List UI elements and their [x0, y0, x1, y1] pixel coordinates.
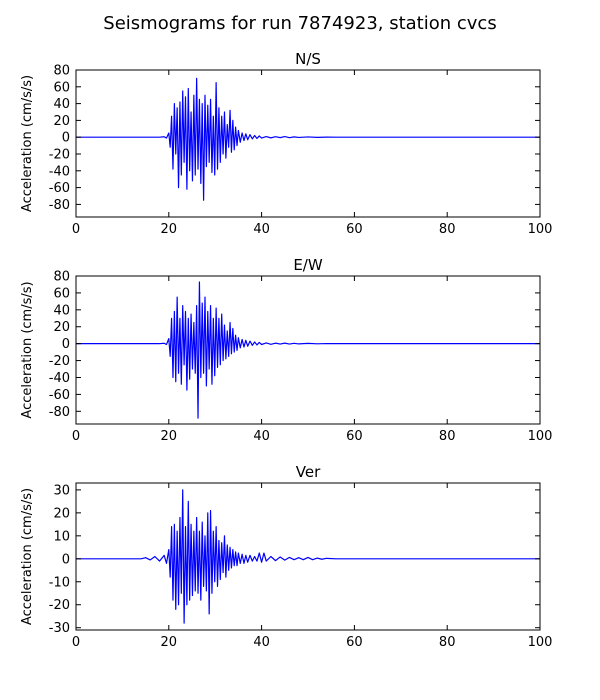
y-tick-label: 0 [62, 131, 70, 146]
y-tick-label: -40 [49, 371, 70, 386]
y-tick-label: -20 [49, 598, 70, 613]
x-tick-label: 80 [439, 429, 456, 444]
y-tick-label: 60 [53, 80, 70, 95]
x-tick-label: 40 [253, 222, 270, 237]
y-axis-label: Acceleration (cm/s/s) [20, 75, 35, 212]
y-tick-label: 10 [53, 529, 70, 544]
x-tick-label: 0 [72, 635, 80, 650]
series-line [76, 489, 540, 624]
series-line [76, 281, 540, 419]
x-tick-label: 0 [72, 222, 80, 237]
x-tick-label: 40 [253, 429, 270, 444]
panel-title: Ver [296, 463, 321, 481]
figure-title: Seismograms for run 7874923, station cvc… [103, 13, 496, 34]
x-tick-label: 60 [346, 222, 363, 237]
y-tick-label: -10 [49, 575, 70, 590]
y-tick-label: 20 [53, 114, 70, 129]
chart-panel: 0 20 40 60 80 100806040200-20-40-60-80E/WAcce… [20, 256, 552, 444]
x-tick-label: 80 [439, 635, 456, 650]
y-tick-label: 80 [53, 270, 70, 285]
x-tick-label: 60 [346, 635, 363, 650]
x-tick-label: 60 [346, 429, 363, 444]
x-tick-label: 100 [528, 222, 553, 237]
x-tick-label: 20 [161, 429, 178, 444]
series-line [76, 77, 540, 201]
y-tick-label: 40 [53, 97, 70, 112]
plot-frame [75, 275, 541, 425]
x-tick-label: 0 [72, 429, 80, 444]
x-tick-label: 100 [528, 429, 553, 444]
y-tick-label: 20 [53, 506, 70, 521]
x-tick-label: 20 [161, 222, 178, 237]
x-tick-label: 20 [161, 635, 178, 650]
panel-title: E/W [293, 256, 323, 274]
chart-panel: 0 20 40 60 80 100806040200-20-40-60-80N/SAcce… [20, 50, 552, 237]
y-tick-label: 0 [62, 552, 70, 567]
y-tick-label: -20 [49, 354, 70, 369]
y-axis-label: Acceleration (cm/s/s) [20, 488, 35, 625]
y-tick-label: -60 [49, 181, 70, 196]
y-tick-label: -30 [49, 621, 70, 636]
y-tick-label: -40 [49, 164, 70, 179]
y-tick-label: 60 [53, 286, 70, 301]
y-tick-label: 80 [53, 64, 70, 79]
y-tick-label: 40 [53, 303, 70, 318]
x-tick-label: 80 [439, 222, 456, 237]
y-tick-label: 30 [53, 483, 70, 498]
y-tick-label: -20 [49, 148, 70, 163]
y-tick-label: 20 [53, 320, 70, 335]
chart-panel: 0 20 40 60 80 1003020100-10-20-30VerAccelerat… [20, 463, 552, 650]
y-tick-label: -80 [49, 198, 70, 213]
x-tick-label: 100 [528, 635, 553, 650]
y-tick-label: -60 [49, 388, 70, 403]
plot-frame [75, 482, 541, 631]
x-tick-label: 40 [253, 635, 270, 650]
y-tick-label: -80 [49, 405, 70, 420]
y-tick-label: 0 [62, 337, 70, 352]
panel-title: N/S [295, 50, 321, 68]
y-axis-label: Acceleration (cm/s/s) [20, 281, 35, 418]
plot-frame [75, 69, 541, 218]
